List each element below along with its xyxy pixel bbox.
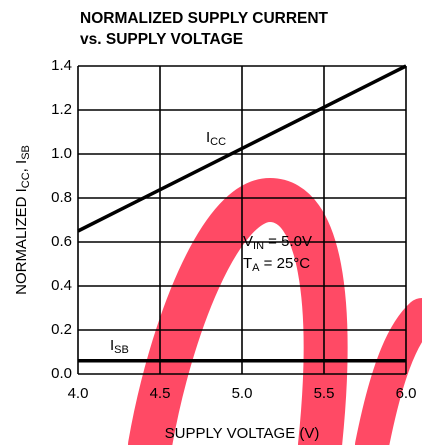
text-part: V [243, 233, 253, 250]
text-part: SB [114, 344, 129, 356]
x-tick-label: 4.5 [150, 385, 171, 402]
annotation: VIN = 5.0V [243, 233, 312, 252]
text-part: , I [13, 160, 30, 173]
text-part: IN [253, 240, 264, 252]
y-tick-label: 1.4 [51, 57, 72, 74]
y-tick-label: 0.4 [51, 277, 72, 294]
y-tick-label: 0.8 [51, 189, 72, 206]
text-part: CC [20, 172, 32, 188]
chart-title: vs. SUPPLY VOLTAGE [80, 31, 243, 48]
y-tick-label: 1.2 [51, 101, 72, 118]
x-axis-label: SUPPLY VOLTAGE (V) [165, 425, 320, 442]
series-label: ICC [206, 129, 226, 148]
text-part: CC [210, 136, 226, 148]
text-part: NORMALIZED I [13, 188, 30, 295]
text-part: = 25°C [260, 255, 311, 272]
y-tick-label: 0.2 [51, 321, 72, 338]
series-label: ISB [110, 337, 129, 356]
x-tick-label: 5.5 [314, 385, 335, 402]
x-tick-label: 6.0 [396, 385, 417, 402]
text-part: = 5.0V [264, 233, 312, 250]
chart-title: NORMALIZED SUPPLY CURRENT [80, 10, 329, 27]
text-part: T [243, 255, 252, 272]
y-tick-label: 0.6 [51, 233, 72, 250]
y-axis-label: NORMALIZED ICC, ISB [13, 145, 32, 295]
chart: NORMALIZED SUPPLY CURRENT vs. SUPPLY VOLT… [0, 0, 422, 445]
y-tick-label: 0.0 [51, 365, 72, 382]
annotation: TA = 25°C [243, 255, 310, 274]
x-tick-label: 4.0 [68, 385, 89, 402]
text-part: SB [20, 145, 32, 160]
y-tick-label: 1.0 [51, 145, 72, 162]
x-tick-label: 5.0 [232, 385, 253, 402]
